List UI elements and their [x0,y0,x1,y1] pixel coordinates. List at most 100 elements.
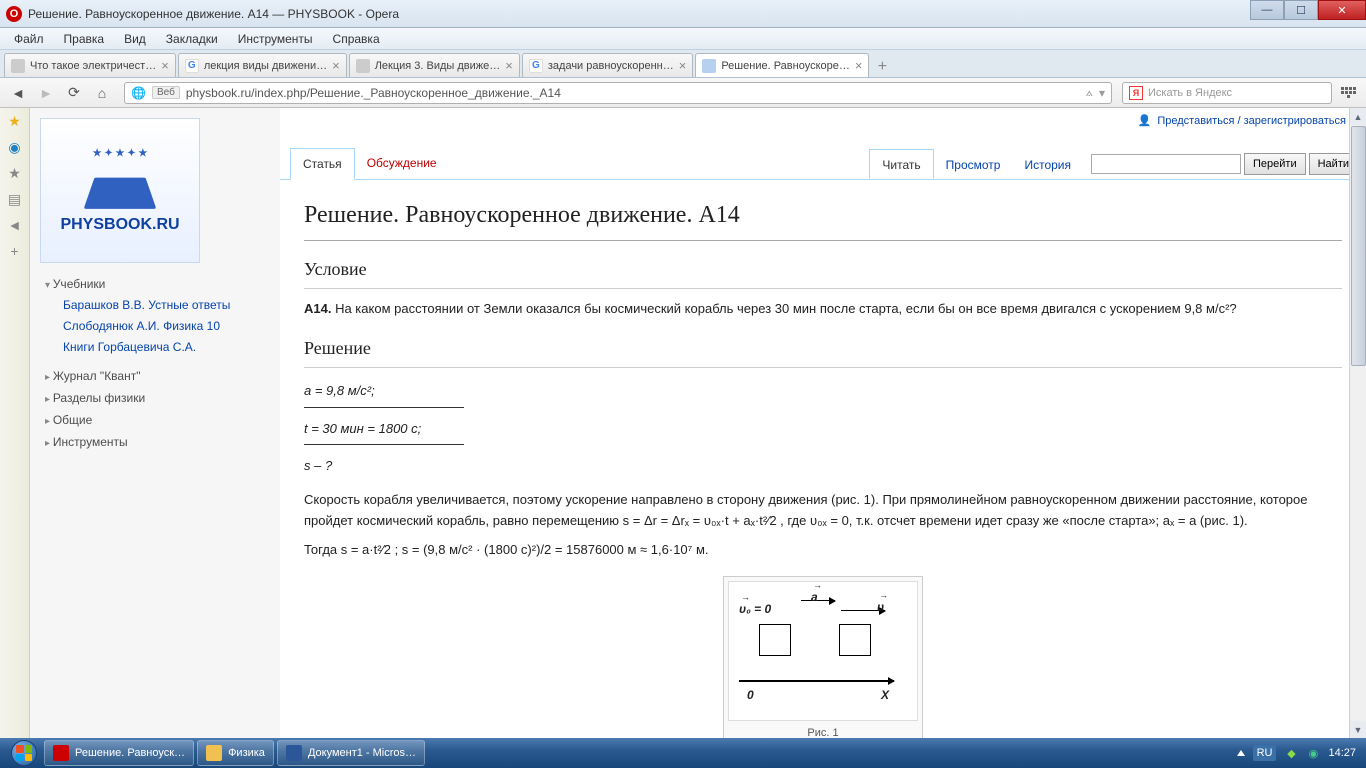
figure-1: υ₀ = 0 a υ 0 X Рис. 1 [723,576,923,738]
tab-close-icon[interactable]: × [679,58,687,73]
nav-link[interactable]: Барашков В.В. Устные ответы [63,295,265,316]
url-text: physbook.ru/index.php/Решение._Равноуско… [186,86,1080,100]
article-body: Решение. Равноускоренное движение. A14 У… [280,180,1366,738]
scroll-up-icon[interactable]: ▲ [1350,108,1366,125]
dropdown-icon[interactable]: ▾ [1099,86,1105,100]
window-title: Решение. Равноускоренное движение. A14 —… [28,7,399,21]
label-zero: 0 [747,686,754,705]
favicon-page-icon [11,59,25,73]
diagram: υ₀ = 0 a υ 0 X [728,581,918,721]
nav-link[interactable]: Книги Горбацевича С.А. [63,337,265,358]
rss-icon[interactable]: ⟑ [1086,85,1093,100]
site-logo[interactable]: ★ ✦ ★ ✦ ★ PHYSBOOK.RU [30,108,280,263]
user-links[interactable]: 👤 Представиться / зарегистрироваться [1138,114,1346,127]
tab-0[interactable]: Что такое электричест… × [4,53,176,77]
tab-label: Что такое электричест… [30,60,156,72]
window-titlebar: O Решение. Равноускоренное движение. A14… [0,0,1366,28]
nav-tools-head[interactable]: Инструменты [45,431,265,453]
tab-close-icon[interactable]: × [855,58,863,73]
label-a: a [811,588,818,607]
star2-icon[interactable]: ★ [6,164,24,182]
wiki-tabs: Статья Обсуждение Читать Просмотр Истори… [280,148,1366,180]
task-word[interactable]: Документ1 - Micros… [277,740,425,766]
given-a: a = 9,8 м/с²; [304,378,464,405]
tab-view[interactable]: Просмотр [934,150,1013,178]
home-button[interactable]: ⌂ [90,81,114,105]
nav-sections-head[interactable]: Разделы физики [45,387,265,409]
plus-icon[interactable]: + [6,242,24,260]
tab-4[interactable]: Решение. Равноускоре… × [695,53,869,77]
condition-bold: A14. [304,301,331,316]
given-t: t = 30 мин = 1800 с; [304,416,464,443]
condition-paragraph: A14. На каком расстоянии от Земли оказал… [304,299,1342,320]
back-button[interactable]: ◄ [6,81,30,105]
tray-icon[interactable]: ◆ [1284,746,1298,760]
favicon-page-icon [356,59,370,73]
tab-discussion[interactable]: Обсуждение [355,148,449,179]
yandex-search[interactable]: Я Искать в Яндекс [1122,82,1332,104]
scroll-down-icon[interactable]: ▼ [1350,721,1366,738]
figure-caption: Рис. 1 [728,721,918,738]
tab-label: Решение. Равноускоре… [721,60,850,72]
maximize-button[interactable]: ☐ [1284,0,1318,20]
close-button[interactable]: ✕ [1318,0,1366,20]
nav-link[interactable]: Слободянюк А.И. Физика 10 [63,316,265,337]
forward-button[interactable]: ► [34,81,58,105]
nav-general-head[interactable]: Общие [45,409,265,431]
task-opera[interactable]: Решение. Равноуск… [44,740,194,766]
chevron-left-icon[interactable]: ◄ [6,216,24,234]
menu-tools[interactable]: Инструменты [228,29,323,49]
wiki-search-input[interactable] [1091,154,1241,174]
opera-sidebar: ★ ◉ ★ ▤ ◄ + [0,108,30,738]
tab-2[interactable]: Лекция 3. Виды движе… × [349,53,520,77]
menu-file[interactable]: Файл [4,29,54,49]
task-folder[interactable]: Физика [197,740,274,766]
wiki-sidebar-nav: Учебники Барашков В.В. Устные ответы Сло… [30,263,280,463]
menu-bookmarks[interactable]: Закладки [156,29,228,49]
widget-icon[interactable]: ◉ [6,138,24,156]
word-icon [286,745,302,761]
system-tray: RU ◆ ◉ 14:27 [1237,745,1362,761]
logo-text: PHYSBOOK.RU [60,216,179,234]
tab-label: Лекция 3. Виды движе… [375,60,501,72]
tray-expand-icon[interactable] [1237,750,1245,756]
tab-close-icon[interactable]: × [332,58,340,73]
scrollbar[interactable]: ▲ ▼ [1349,108,1366,738]
page-viewport: ★ ✦ ★ ✦ ★ PHYSBOOK.RU Учебники Барашков … [30,108,1366,738]
login-link[interactable]: Представиться / зарегистрироваться [1157,115,1346,127]
start-button[interactable] [4,738,44,768]
tab-history[interactable]: История [1012,150,1083,178]
menubar: Файл Правка Вид Закладки Инструменты Спр… [0,28,1366,50]
given-s: s – ? [304,453,464,480]
tab-3[interactable]: Gзадачи равноускоренн…× [522,53,693,77]
solution-para-2: Тогда s = a·t²⁄2 ; s = (9,8 м/с² · (1800… [304,540,1342,561]
tab-close-icon[interactable]: × [161,58,169,73]
menu-edit[interactable]: Правка [54,29,115,49]
minimize-button[interactable]: — [1250,0,1284,20]
tab-label: задачи равноускоренн… [548,60,674,72]
tab-read[interactable]: Читать [869,149,933,179]
apps-button[interactable] [1336,82,1360,104]
new-tab-button[interactable]: + [871,57,893,77]
language-indicator[interactable]: RU [1253,745,1277,761]
menu-view[interactable]: Вид [114,29,156,49]
scroll-thumb[interactable] [1351,126,1366,366]
go-button[interactable]: Перейти [1244,153,1306,175]
tab-1[interactable]: Gлекция виды движени…× [178,53,347,77]
wiki-main: 👤 Представиться / зарегистрироваться Ста… [280,108,1366,738]
article-title: Решение. Равноускоренное движение. A14 [304,196,1342,241]
star-icon[interactable]: ★ [6,112,24,130]
yandex-placeholder: Искать в Яндекс [1148,87,1232,99]
condition-text: На каком расстоянии от Земли оказался бы… [331,301,1236,316]
tray-icon[interactable]: ◉ [1306,746,1320,760]
nav-textbooks-head[interactable]: Учебники [45,273,265,295]
address-bar[interactable]: 🌐 Веб physbook.ru/index.php/Решение._Рав… [124,82,1112,104]
solution-para-1: Скорость корабля увеличивается, поэтому … [304,490,1342,532]
tab-article[interactable]: Статья [290,148,355,180]
tab-close-icon[interactable]: × [505,58,513,73]
reload-button[interactable]: ⟳ [62,81,86,105]
clock[interactable]: 14:27 [1328,747,1356,759]
nav-kvant-head[interactable]: Журнал "Квант" [45,365,265,387]
menu-help[interactable]: Справка [323,29,390,49]
note-icon[interactable]: ▤ [6,190,24,208]
